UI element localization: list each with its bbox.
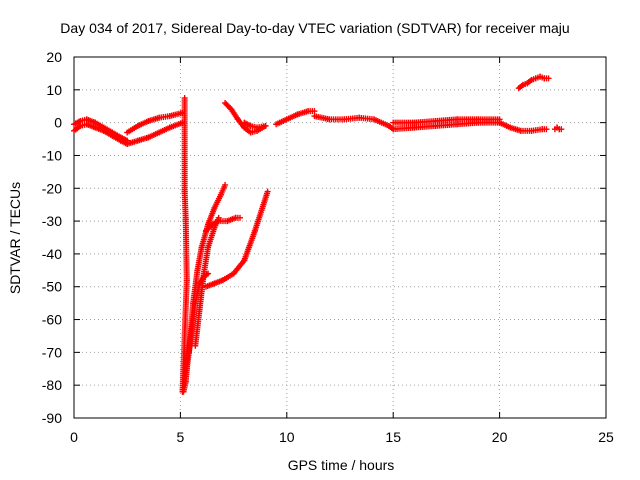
x-axis-label: GPS time / hours	[288, 457, 395, 473]
series-15-20h-band-lower	[390, 119, 503, 133]
data-point-marker	[262, 122, 269, 129]
y-tick-label: 0	[54, 115, 62, 131]
x-tick-label: 0	[70, 429, 78, 445]
y-tick-label: -10	[42, 147, 62, 163]
data-point-marker	[184, 342, 191, 349]
x-tick-label: 10	[279, 429, 295, 445]
series-7-8h-segment	[222, 99, 269, 136]
series-22-6-22-9h-fragment	[551, 124, 565, 133]
x-tick-labels: 0 5 10 15 20 25	[70, 429, 614, 445]
y-tick-label: -70	[42, 344, 62, 360]
series-steep-trace-2	[185, 181, 229, 356]
plot-frame	[73, 56, 607, 419]
data-point-marker	[545, 75, 552, 82]
x-tick-label: 5	[177, 429, 185, 445]
data-point-marker	[222, 181, 229, 188]
y-tick-label: -90	[42, 410, 62, 426]
series-8-9h-band	[241, 119, 269, 131]
x-tick-label: 25	[598, 429, 614, 445]
series-upper-right-trace	[515, 73, 552, 92]
y-tick-label: -80	[42, 377, 62, 393]
y-tick-label: -30	[42, 213, 62, 229]
series-11-3-15h-band	[311, 113, 397, 133]
y-tick-label: 10	[46, 82, 62, 98]
x-tick-label: 20	[492, 429, 508, 445]
chart-title: Day 034 of 2017, Sidereal Day-to-day VTE…	[60, 20, 569, 36]
data-point-marker	[236, 214, 243, 221]
grid-lines	[74, 57, 606, 418]
series-band-c-2-5-5-1h-	[124, 119, 186, 147]
y-tick-label: -20	[42, 180, 62, 196]
series-bottom-left-cluster	[180, 342, 191, 395]
series-cluster-near-5-2h	[179, 95, 191, 395]
data-series	[71, 73, 565, 395]
data-point-marker	[558, 126, 565, 133]
data-point-marker	[543, 126, 550, 133]
series-band-d-2-5-5-1h-	[124, 109, 186, 136]
y-tick-label: -50	[42, 279, 62, 295]
series-band-b-0-2-5h-	[71, 116, 131, 144]
series-near-30-trace	[202, 214, 243, 234]
x-tick-label: 15	[385, 429, 401, 445]
y-tick-label: -60	[42, 312, 62, 328]
series-9-5-11-3h-band	[273, 108, 318, 128]
series-20-22-2h-band	[496, 119, 550, 134]
y-tick-label: -40	[42, 246, 62, 262]
y-tick-labels: 20 10 0 -10 -20 -30 -40 -50 -60 -70 -80 -90	[42, 49, 62, 426]
series-crossing-trace	[202, 188, 271, 290]
y-tick-label: 20	[46, 49, 62, 65]
axes	[73, 56, 607, 419]
y-axis-label: SDTVAR / TECUs	[7, 182, 23, 294]
data-point-marker	[264, 188, 271, 195]
